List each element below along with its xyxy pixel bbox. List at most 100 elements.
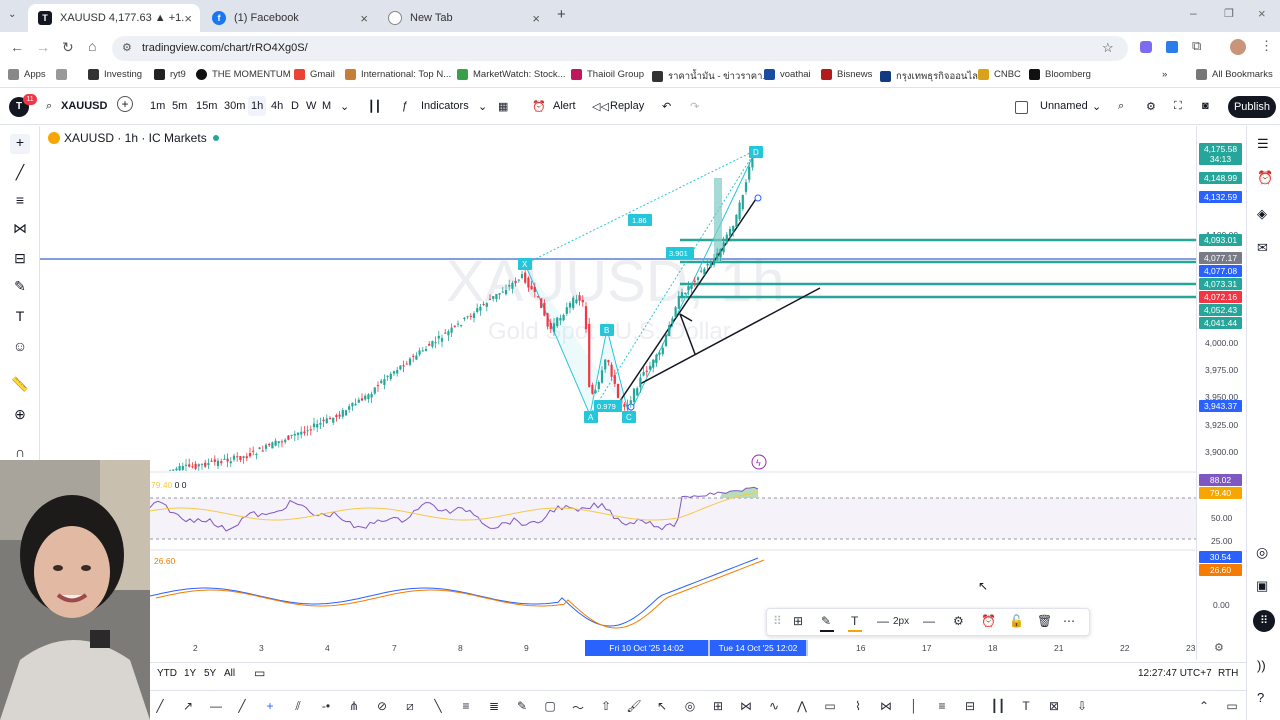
price-scale[interactable]: 4,100.00 4,000.00 3,975.00 3,950.00 3,92… <box>1196 126 1246 660</box>
zoom-in-icon[interactable]: ⊕ <box>14 406 26 422</box>
interval-dropdown-icon[interactable]: ⌄ <box>340 101 350 113</box>
extension-icon[interactable] <box>1166 41 1178 53</box>
site-info-icon[interactable]: ⚙ <box>122 42 132 54</box>
url-field[interactable]: ⚙ tradingview.com/chart/rRO4Xg0S/ ☆ <box>112 36 1128 61</box>
bookmark-gmail[interactable]: Gmail <box>294 69 335 80</box>
emoji-icon[interactable]: ☺ <box>12 338 28 354</box>
apps-grid-icon[interactable] <box>56 69 72 80</box>
text-color-icon[interactable]: T <box>851 614 859 628</box>
rectangle-icon[interactable]: ▢ <box>544 699 556 713</box>
crosshair-icon[interactable]: + <box>10 134 30 154</box>
interval-1h[interactable]: 1h <box>248 96 267 116</box>
ruler-icon[interactable]: 📏 <box>11 376 29 392</box>
bookmark-apps[interactable]: Apps <box>8 69 46 80</box>
collapse-chevron-icon[interactable]: ⌃ <box>1198 699 1210 713</box>
range-1y[interactable]: 1Y <box>184 668 197 679</box>
bookmark-ryt9[interactable]: ryt9 <box>154 69 186 80</box>
alert-button[interactable]: Alert <box>553 100 576 112</box>
pen-icon[interactable]: ✎ <box>516 699 528 713</box>
lock-icon[interactable]: 🔓 <box>1009 614 1024 628</box>
gann-icon[interactable]: ⊘ <box>376 699 388 713</box>
magnet-icon[interactable]: ∩ <box>14 444 26 460</box>
goto-date-icon[interactable]: ▭ <box>254 666 266 680</box>
grid-icon[interactable]: ⊞ <box>712 699 724 713</box>
back-icon[interactable]: ← <box>10 39 24 55</box>
interval-m[interactable]: M <box>322 100 332 112</box>
patterns-icon[interactable]: ⋈ <box>13 220 27 236</box>
pitchfork-icon[interactable]: ⋔ <box>348 699 360 713</box>
interval-30m[interactable]: 30m <box>224 100 246 112</box>
reload-icon[interactable]: ↻ <box>62 39 74 55</box>
brush-icon[interactable]: ✎ <box>14 278 26 294</box>
clock-text[interactable]: 12:27:47 UTC+7 <box>1138 668 1212 679</box>
bookmark-voathai[interactable]: voathai <box>764 69 811 80</box>
bookmark-cnbc[interactable]: CNBC <box>978 69 1021 80</box>
bookmark-marketwatch[interactable]: MarketWatch: Stock... <box>457 69 566 80</box>
bookmark-krungthep[interactable]: กรุงเทพธุรกิจออนไลน์ <box>880 69 984 84</box>
extended-line-icon[interactable]: ╱ <box>238 699 246 713</box>
xabcd-pattern-icon[interactable]: ⋈ <box>740 699 752 713</box>
trend-line-icon[interactable]: ╱ <box>156 699 164 713</box>
layout-name[interactable]: Unnamed <box>1040 100 1088 112</box>
head-shoulders-icon[interactable]: ⋈ <box>880 699 892 713</box>
volume-profile-icon[interactable]: ┃┃ <box>990 699 1006 713</box>
snapshot-camera-icon[interactable]: ◙ <box>1202 100 1209 112</box>
replay-button[interactable]: Replay <box>610 100 645 112</box>
ray-icon[interactable]: ↗ <box>182 699 194 713</box>
trend-line[interactable] <box>679 313 693 322</box>
brush-icon[interactable]: 🖌 <box>626 699 642 713</box>
maximize-button[interactable]: ❐ <box>1224 8 1234 20</box>
interval-5m[interactable]: 5m <box>172 100 188 112</box>
layers-icon[interactable]: ◈ <box>1257 206 1267 221</box>
cross-pattern-icon[interactable]: ⊠ <box>1048 699 1060 713</box>
indicators-button[interactable]: Indicators <box>421 100 469 112</box>
close-tab-icon[interactable]: × <box>532 10 540 26</box>
line-handle[interactable] <box>754 194 762 202</box>
all-bookmarks[interactable]: All Bookmarks <box>1196 69 1273 80</box>
line-width-value[interactable]: 2px <box>893 616 910 627</box>
bookmark-international[interactable]: International: Top N... <box>345 69 451 80</box>
tab-new-tab[interactable]: New Tab × <box>378 4 548 32</box>
trend-line-icon[interactable]: ╱ <box>15 164 25 180</box>
settings-gear-icon[interactable]: ⚙ <box>1146 101 1156 113</box>
undo-icon[interactable]: ↶ <box>662 101 672 113</box>
fib-levels-icon[interactable]: ≡ <box>462 699 470 713</box>
tab-xauusd[interactable]: T XAUUSD 4,177.63 ▲ +1.64% U × <box>28 4 200 32</box>
fib-retracement-icon[interactable]: ≡ <box>15 192 25 208</box>
panel-toggle-icon[interactable]: ▭ <box>1226 699 1238 713</box>
profile-avatar[interactable] <box>1230 39 1246 55</box>
new-tab-button[interactable]: + <box>557 6 566 23</box>
vertical-line-icon[interactable]: │ <box>910 699 918 713</box>
indicators-dropdown-icon[interactable]: ⌄ <box>478 101 488 113</box>
bookmark-bisnews[interactable]: Bisnews <box>821 69 872 80</box>
bookmark-star-icon[interactable]: ☆ <box>1102 40 1114 55</box>
callout-icon[interactable]: ▭ <box>824 699 836 713</box>
close-tab-icon[interactable]: × <box>360 10 368 26</box>
apps-grid-icon[interactable]: ⠿ <box>1253 610 1275 632</box>
arrow-up-icon[interactable]: ⇧ <box>600 699 612 713</box>
event-marker-icon[interactable] <box>751 454 767 470</box>
horizontal-line-icon[interactable]: — <box>210 699 222 713</box>
interval-15m[interactable]: 15m <box>196 100 218 112</box>
delete-icon[interactable]: 🗑 <box>1037 614 1053 628</box>
fib-extension-icon[interactable]: ≣ <box>488 699 500 713</box>
interval-4h[interactable]: 4h <box>271 100 284 112</box>
compare-symbol-button[interactable]: + <box>117 96 133 112</box>
template-icon[interactable]: ⊞ <box>793 614 804 628</box>
watchlist-icon[interactable]: ☰ <box>1257 136 1269 151</box>
cursor-icon[interactable]: ↖ <box>656 699 668 713</box>
symbol-search[interactable]: XAUUSD <box>61 100 108 112</box>
replay-icon[interactable]: ◁◁ <box>592 101 609 113</box>
bookmark-bloomberg[interactable]: Bloomberg <box>1029 69 1091 80</box>
time-axis[interactable]: 2 3 4 7 8 9 Fri 10 Oct '25 14:02 Tue 14 … <box>150 640 1196 656</box>
range-icon[interactable]: ⊟ <box>964 699 976 713</box>
alert-clock-icon[interactable]: ⏰ <box>532 101 546 113</box>
bookmark-thai-news[interactable]: ราคาน้ำมัน - ข่าวราคา... <box>652 69 770 84</box>
trend-line[interactable] <box>639 287 821 385</box>
horizontal-ray-icon[interactable]: -• <box>321 699 331 713</box>
text-icon[interactable]: T <box>1022 699 1030 713</box>
publish-button[interactable]: Publish <box>1228 96 1276 118</box>
text-tool-icon[interactable]: T <box>15 308 25 324</box>
trend-line[interactable] <box>619 195 759 402</box>
more-bookmarks-icon[interactable]: » <box>1162 69 1168 80</box>
